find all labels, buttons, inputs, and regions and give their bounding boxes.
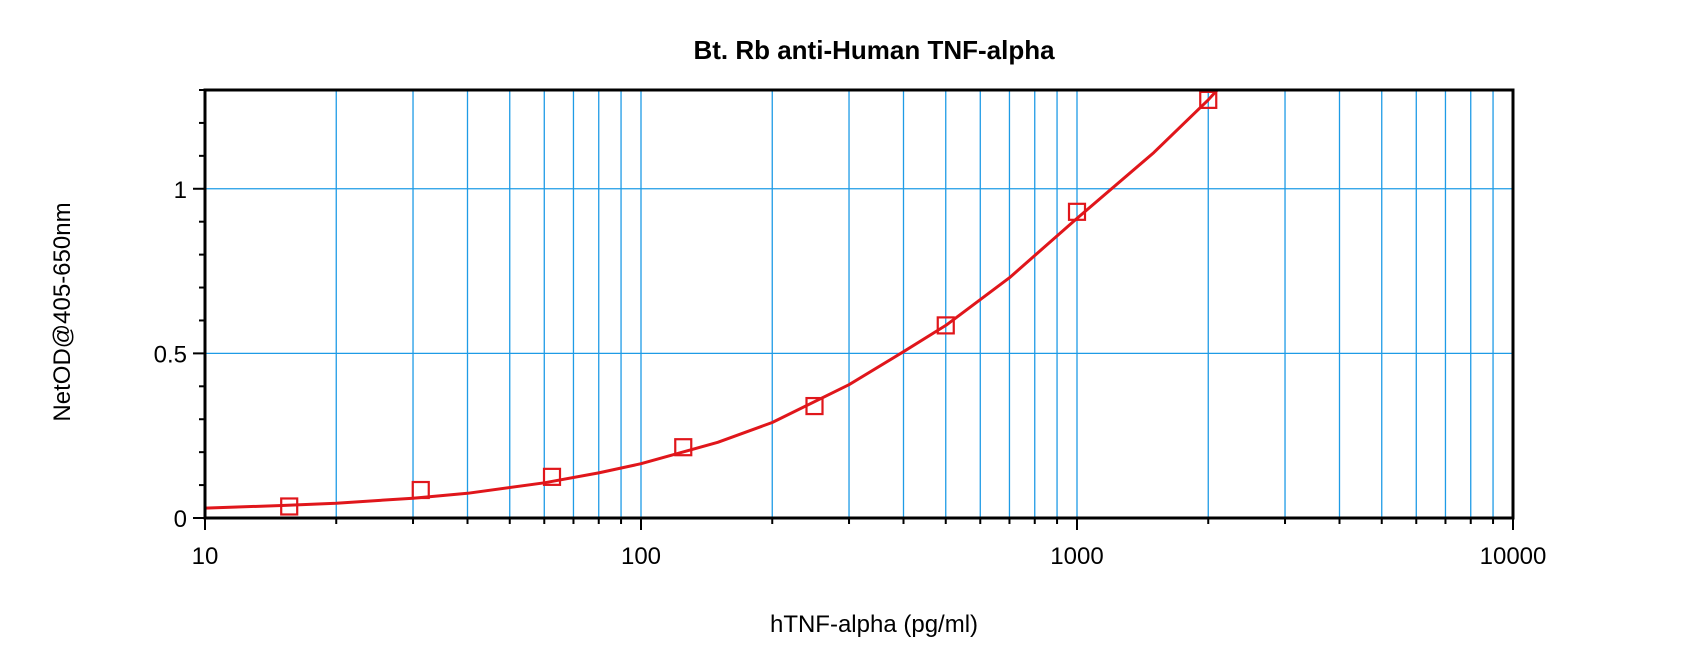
data-point xyxy=(805,396,824,416)
fit-curve xyxy=(204,88,1219,510)
data-point xyxy=(1067,202,1087,221)
data-point xyxy=(280,497,299,516)
x-tick-label: 10 xyxy=(192,543,219,570)
y-tick-label: 0.5 xyxy=(154,341,187,368)
chart-title: Bt. Rb anti-Human TNF-alpha xyxy=(693,35,1055,65)
y-axis-label: NetOD@405-650nm xyxy=(49,202,76,421)
data-point xyxy=(542,467,562,486)
ticks-group: 0 0.5 1 10 100 1000 10000 xyxy=(154,89,1547,570)
x-tick-label: 100 xyxy=(621,543,661,570)
y-tick-label: 1 xyxy=(174,177,187,204)
data-point xyxy=(936,316,955,335)
x-tick-label: 10000 xyxy=(1480,543,1547,570)
x-axis-label: hTNF-alpha (pg/ml) xyxy=(770,611,978,638)
data-point xyxy=(1199,90,1218,109)
data-point xyxy=(674,438,693,457)
data-point xyxy=(411,480,430,500)
grid xyxy=(205,90,1513,518)
plot-frame xyxy=(203,88,1515,520)
data-points-group xyxy=(280,90,1218,516)
fit-curve-group xyxy=(204,88,1219,510)
x-tick-label: 1000 xyxy=(1050,543,1103,570)
y-tick-label: 0 xyxy=(174,506,187,533)
